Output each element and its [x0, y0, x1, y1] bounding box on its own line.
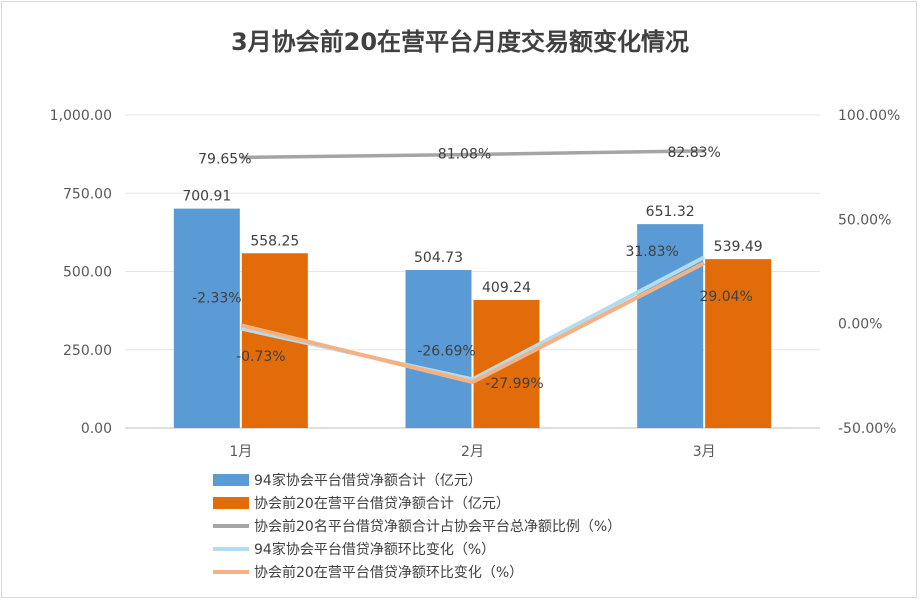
bar-value-label: 558.25: [250, 233, 299, 249]
line-value-label: 79.65%: [198, 151, 251, 167]
category-labels: 1月 2月 3月: [229, 444, 715, 460]
category-label: 2月: [461, 444, 484, 460]
line-value-label: 29.04%: [699, 289, 752, 305]
left-axis-ticks: 0.00 250.00 500.00 750.00 1,000.00: [50, 108, 112, 437]
left-tick-label: 500.00: [63, 265, 112, 281]
legend: 94家协会平台借贷净额合计（亿元） 协会前20在营平台借贷净额合计（亿元） 协会前2…: [213, 472, 621, 581]
category-label: 3月: [693, 444, 716, 460]
left-tick-label: 0.00: [81, 421, 112, 437]
line-value-label: -26.69%: [417, 343, 475, 359]
left-tick-label: 250.00: [63, 343, 112, 359]
line-series-2: [240, 255, 706, 382]
lines: [240, 149, 706, 385]
bar-value-label: 539.49: [714, 239, 763, 255]
category-label: 1月: [229, 444, 252, 460]
line-value-label: -27.99%: [485, 376, 543, 392]
line-value-label: 82.83%: [667, 145, 720, 161]
legend-label: 94家协会平台借贷净额合计（亿元）: [254, 472, 482, 489]
bar-value-label: 700.91: [182, 189, 231, 205]
right-tick-label: -50.00%: [838, 421, 896, 437]
bar-1-3: [637, 224, 704, 428]
line-value-label: -2.33%: [192, 291, 242, 307]
bar-value-label: 409.24: [482, 280, 531, 296]
legend-label: 协会前20在营平台借贷净额环比变化（%）: [254, 564, 523, 581]
bar-value-label: 651.32: [646, 204, 695, 220]
left-tick-label: 1,000.00: [50, 108, 112, 124]
gridlines: [125, 114, 820, 429]
legend-swatch: [213, 497, 249, 509]
right-tick-label: 50.00%: [838, 212, 891, 228]
bar-value-label: 504.73: [414, 250, 463, 266]
right-tick-label: 100.00%: [838, 108, 900, 124]
right-axis-ticks: -50.00% 0.00% 50.00% 100.00%: [838, 108, 900, 437]
legend-swatch: [213, 474, 249, 486]
line-value-label: 31.83%: [625, 244, 678, 260]
line-value-label: 81.08%: [438, 146, 491, 162]
line-series-3: [240, 261, 706, 385]
legend-label: 协会前20在营平台借贷净额合计（亿元）: [254, 495, 510, 512]
bar-1-1: [173, 208, 240, 428]
line-value-label: -0.73%: [236, 349, 286, 365]
left-tick-label: 750.00: [63, 186, 112, 202]
legend-label: 94家协会平台借贷净额环比变化（%）: [254, 541, 495, 558]
bar-1-2: [405, 270, 472, 428]
right-tick-label: 0.00%: [838, 317, 882, 333]
legend-label: 协会前20名平台借贷净额合计占协会平台总净额比例（%）: [254, 518, 621, 535]
bar-2-3: [705, 259, 772, 428]
chart-title: 3月协会前20在营平台月度交易额变化情况: [230, 28, 690, 56]
data-labels: 700.91 504.73 651.32 558.25 409.24 539.49 79.6…: [182, 145, 762, 392]
